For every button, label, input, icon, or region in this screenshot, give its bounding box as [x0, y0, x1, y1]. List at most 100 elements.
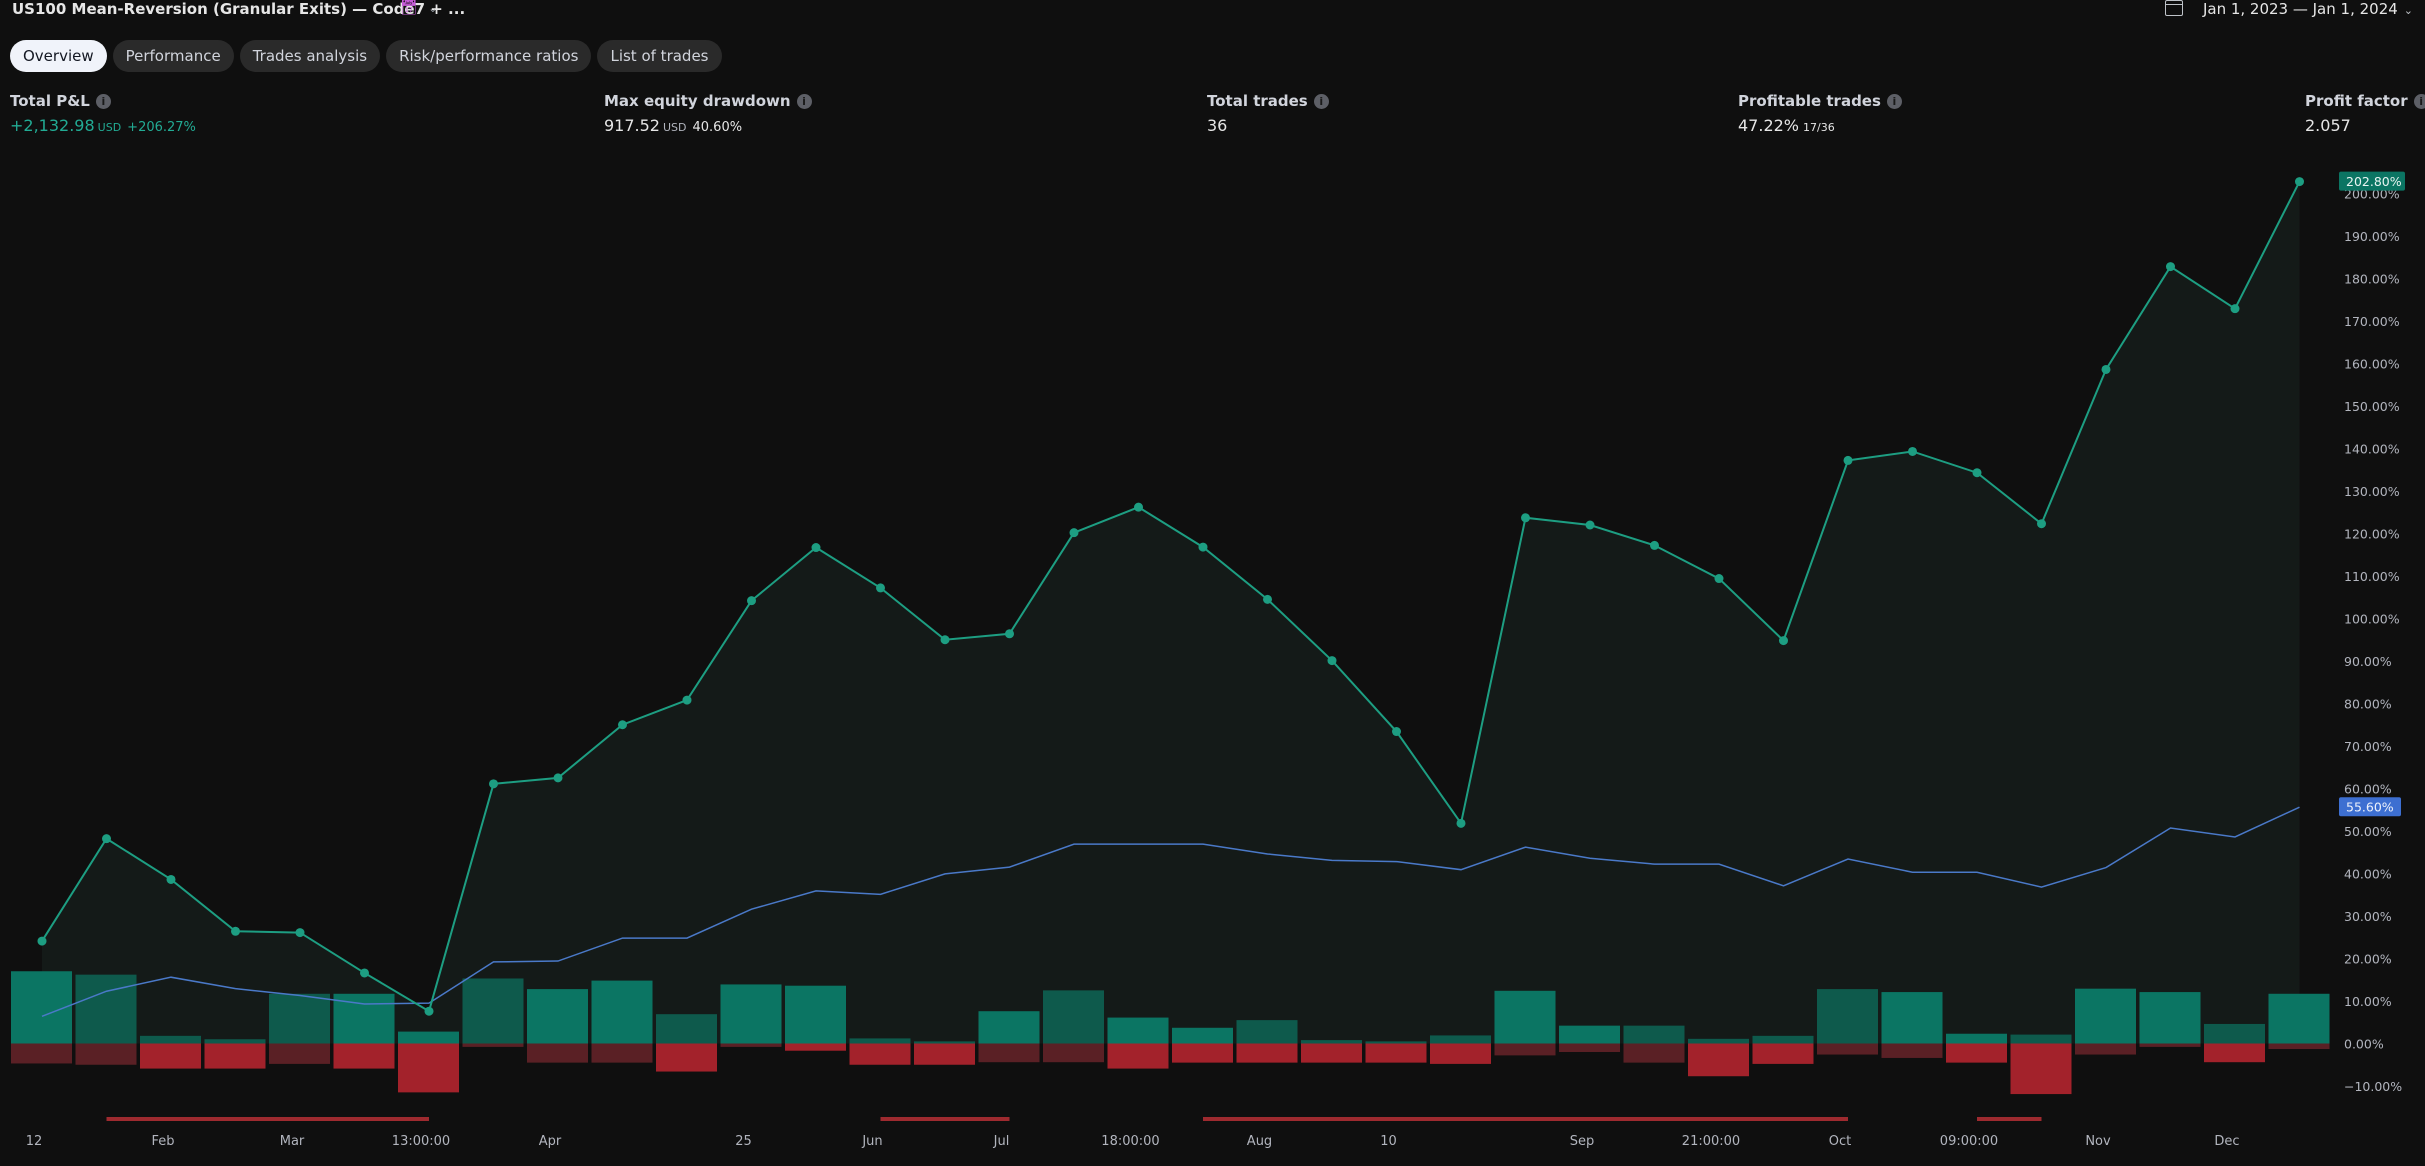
run-up-bar: [720, 984, 782, 1044]
metric-value: 47.22%: [1738, 116, 1800, 135]
drawdown-bar: [333, 1043, 395, 1069]
tab-performance[interactable]: Performance: [112, 40, 234, 72]
equity-point: [1521, 513, 1530, 523]
y-tick-label: 170.00%: [2344, 314, 2400, 329]
x-tick-label: Nov: [2085, 1134, 2111, 1149]
metric-max-drawdown: Max equity drawdown i 917.52 USD 40.60%: [604, 92, 812, 135]
x-tick-label: Jun: [861, 1134, 882, 1149]
drawdown-bar: [978, 1043, 1040, 1063]
info-icon[interactable]: i: [1313, 94, 1329, 109]
equity-point: [102, 834, 111, 844]
run-up-bar: [914, 1041, 975, 1044]
drawdown-period-strip: [1977, 1117, 2042, 1121]
drawdown-bar: [1301, 1043, 1362, 1063]
metric-label: Total trades: [1207, 92, 1308, 110]
info-icon[interactable]: i: [2413, 94, 2425, 109]
run-up-bar: [1752, 1035, 1814, 1044]
drawdown-bar: [1430, 1043, 1491, 1064]
y-tick-label: 30.00%: [2344, 909, 2392, 924]
run-up-bar: [333, 993, 395, 1044]
equity-last-badge: [2339, 171, 2405, 191]
metric-unit: USD: [97, 121, 122, 134]
x-tick-label: Jul: [993, 1134, 1010, 1149]
run-up-bar: [1881, 992, 1943, 1044]
run-up-bar: [785, 985, 846, 1044]
run-up-bar: [11, 971, 72, 1044]
equity-point: [747, 596, 756, 606]
info-icon[interactable]: i: [95, 94, 111, 109]
metric-total-trades: Total trades i 36: [1207, 92, 1329, 135]
equity-point: [1779, 636, 1788, 646]
drawdown-bar: [1623, 1043, 1685, 1063]
run-up-bar: [1688, 1038, 1749, 1044]
equity-point: [682, 695, 692, 705]
drawdown-bar: [591, 1043, 653, 1063]
title-actions[interactable]: 📅︎ ⌄: [400, 0, 437, 16]
date-range-selector[interactable]: Jan 1, 2023 — Jan 1, 2024 ⌄: [2164, 0, 2413, 18]
info-icon[interactable]: i: [1886, 94, 1902, 109]
tab-trades-analysis[interactable]: Trades analysis: [239, 40, 381, 72]
equity-point: [424, 1006, 434, 1016]
run-up-bar: [591, 980, 653, 1044]
y-tick-label: 130.00%: [2344, 484, 2400, 499]
drawdown-bar: [1043, 1043, 1104, 1063]
run-up-bar: [1236, 1020, 1298, 1044]
run-up-bar: [269, 993, 330, 1044]
y-tick-label: 20.00%: [2344, 952, 2392, 967]
strategy-title[interactable]: US100 Mean-Reversion (Granular Exits) — …: [12, 0, 466, 18]
drawdown-bar: [849, 1043, 911, 1065]
equity-point: [811, 543, 821, 553]
drawdown-bar: [1172, 1043, 1233, 1063]
y-tick-label: 180.00%: [2344, 272, 2400, 287]
x-tick-label: Sep: [1570, 1134, 1595, 1149]
y-tick-label: 160.00%: [2344, 357, 2400, 372]
metric-value: 917.52: [604, 116, 660, 135]
x-tick-label: 18:00:00: [1101, 1134, 1159, 1149]
y-tick-label: 150.00%: [2344, 399, 2400, 414]
equity-point: [1263, 594, 1272, 604]
x-tick-label: 13:00:00: [392, 1134, 450, 1149]
equity-point: [2101, 364, 2111, 374]
drawdown-bar: [1881, 1043, 1943, 1058]
run-up-bar: [1559, 1025, 1620, 1044]
date-range-text: Jan 1, 2023 — Jan 1, 2024: [2202, 0, 2398, 18]
metric-count: 17/36: [1803, 121, 1835, 134]
buy-hold-last-badge: [2339, 797, 2401, 817]
equity-line: [41, 181, 2301, 1013]
y-tick-label: 120.00%: [2344, 527, 2400, 542]
info-icon[interactable]: i: [796, 94, 812, 109]
run-up-bar: [2139, 992, 2201, 1044]
metric-label: Total P&L: [10, 92, 90, 110]
metric-value: 36: [1207, 116, 1228, 135]
calendar-icon[interactable]: 📅︎: [400, 0, 418, 16]
run-up-bar: [2010, 1034, 2072, 1044]
run-up-bar: [2268, 993, 2330, 1044]
equity-point: [1908, 446, 1917, 456]
equity-point: [940, 635, 950, 645]
chevron-down-icon[interactable]: ⌄: [428, 2, 438, 15]
drawdown-period-strip: [880, 1117, 1010, 1121]
y-tick-label: 90.00%: [2344, 654, 2392, 669]
x-tick-label: Feb: [151, 1134, 174, 1149]
tab-list-of-trades[interactable]: List of trades: [597, 40, 722, 72]
metric-total-pnl: Total P&L i +2,132.98 USD +206.27%: [10, 92, 196, 135]
equity-point: [2295, 177, 2304, 187]
run-up-bar: [204, 1039, 266, 1044]
drawdown-bar: [204, 1043, 266, 1069]
metric-unit: USD: [662, 121, 687, 134]
run-up-bar: [2204, 1023, 2265, 1044]
equity-point: [1005, 629, 1014, 639]
tab-risk-performance-ratios[interactable]: Risk/performance ratios: [386, 40, 592, 72]
drawdown-bar: [140, 1043, 201, 1069]
y-tick-label: 50.00%: [2344, 824, 2392, 839]
drawdown-bar: [1946, 1043, 2007, 1063]
equity-point: [360, 968, 369, 978]
tab-overview[interactable]: Overview: [10, 40, 107, 72]
run-up-bar: [1430, 1035, 1491, 1044]
equity-point: [1327, 656, 1337, 666]
calendar-icon: [2164, 0, 2183, 16]
run-up-bar: [1301, 1040, 1362, 1044]
equity-chart[interactable]: 200.00%190.00%180.00%170.00%160.00%150.0…: [0, 160, 2425, 1166]
drawdown-bar: [1559, 1043, 1620, 1052]
equity-point: [1650, 540, 1659, 550]
